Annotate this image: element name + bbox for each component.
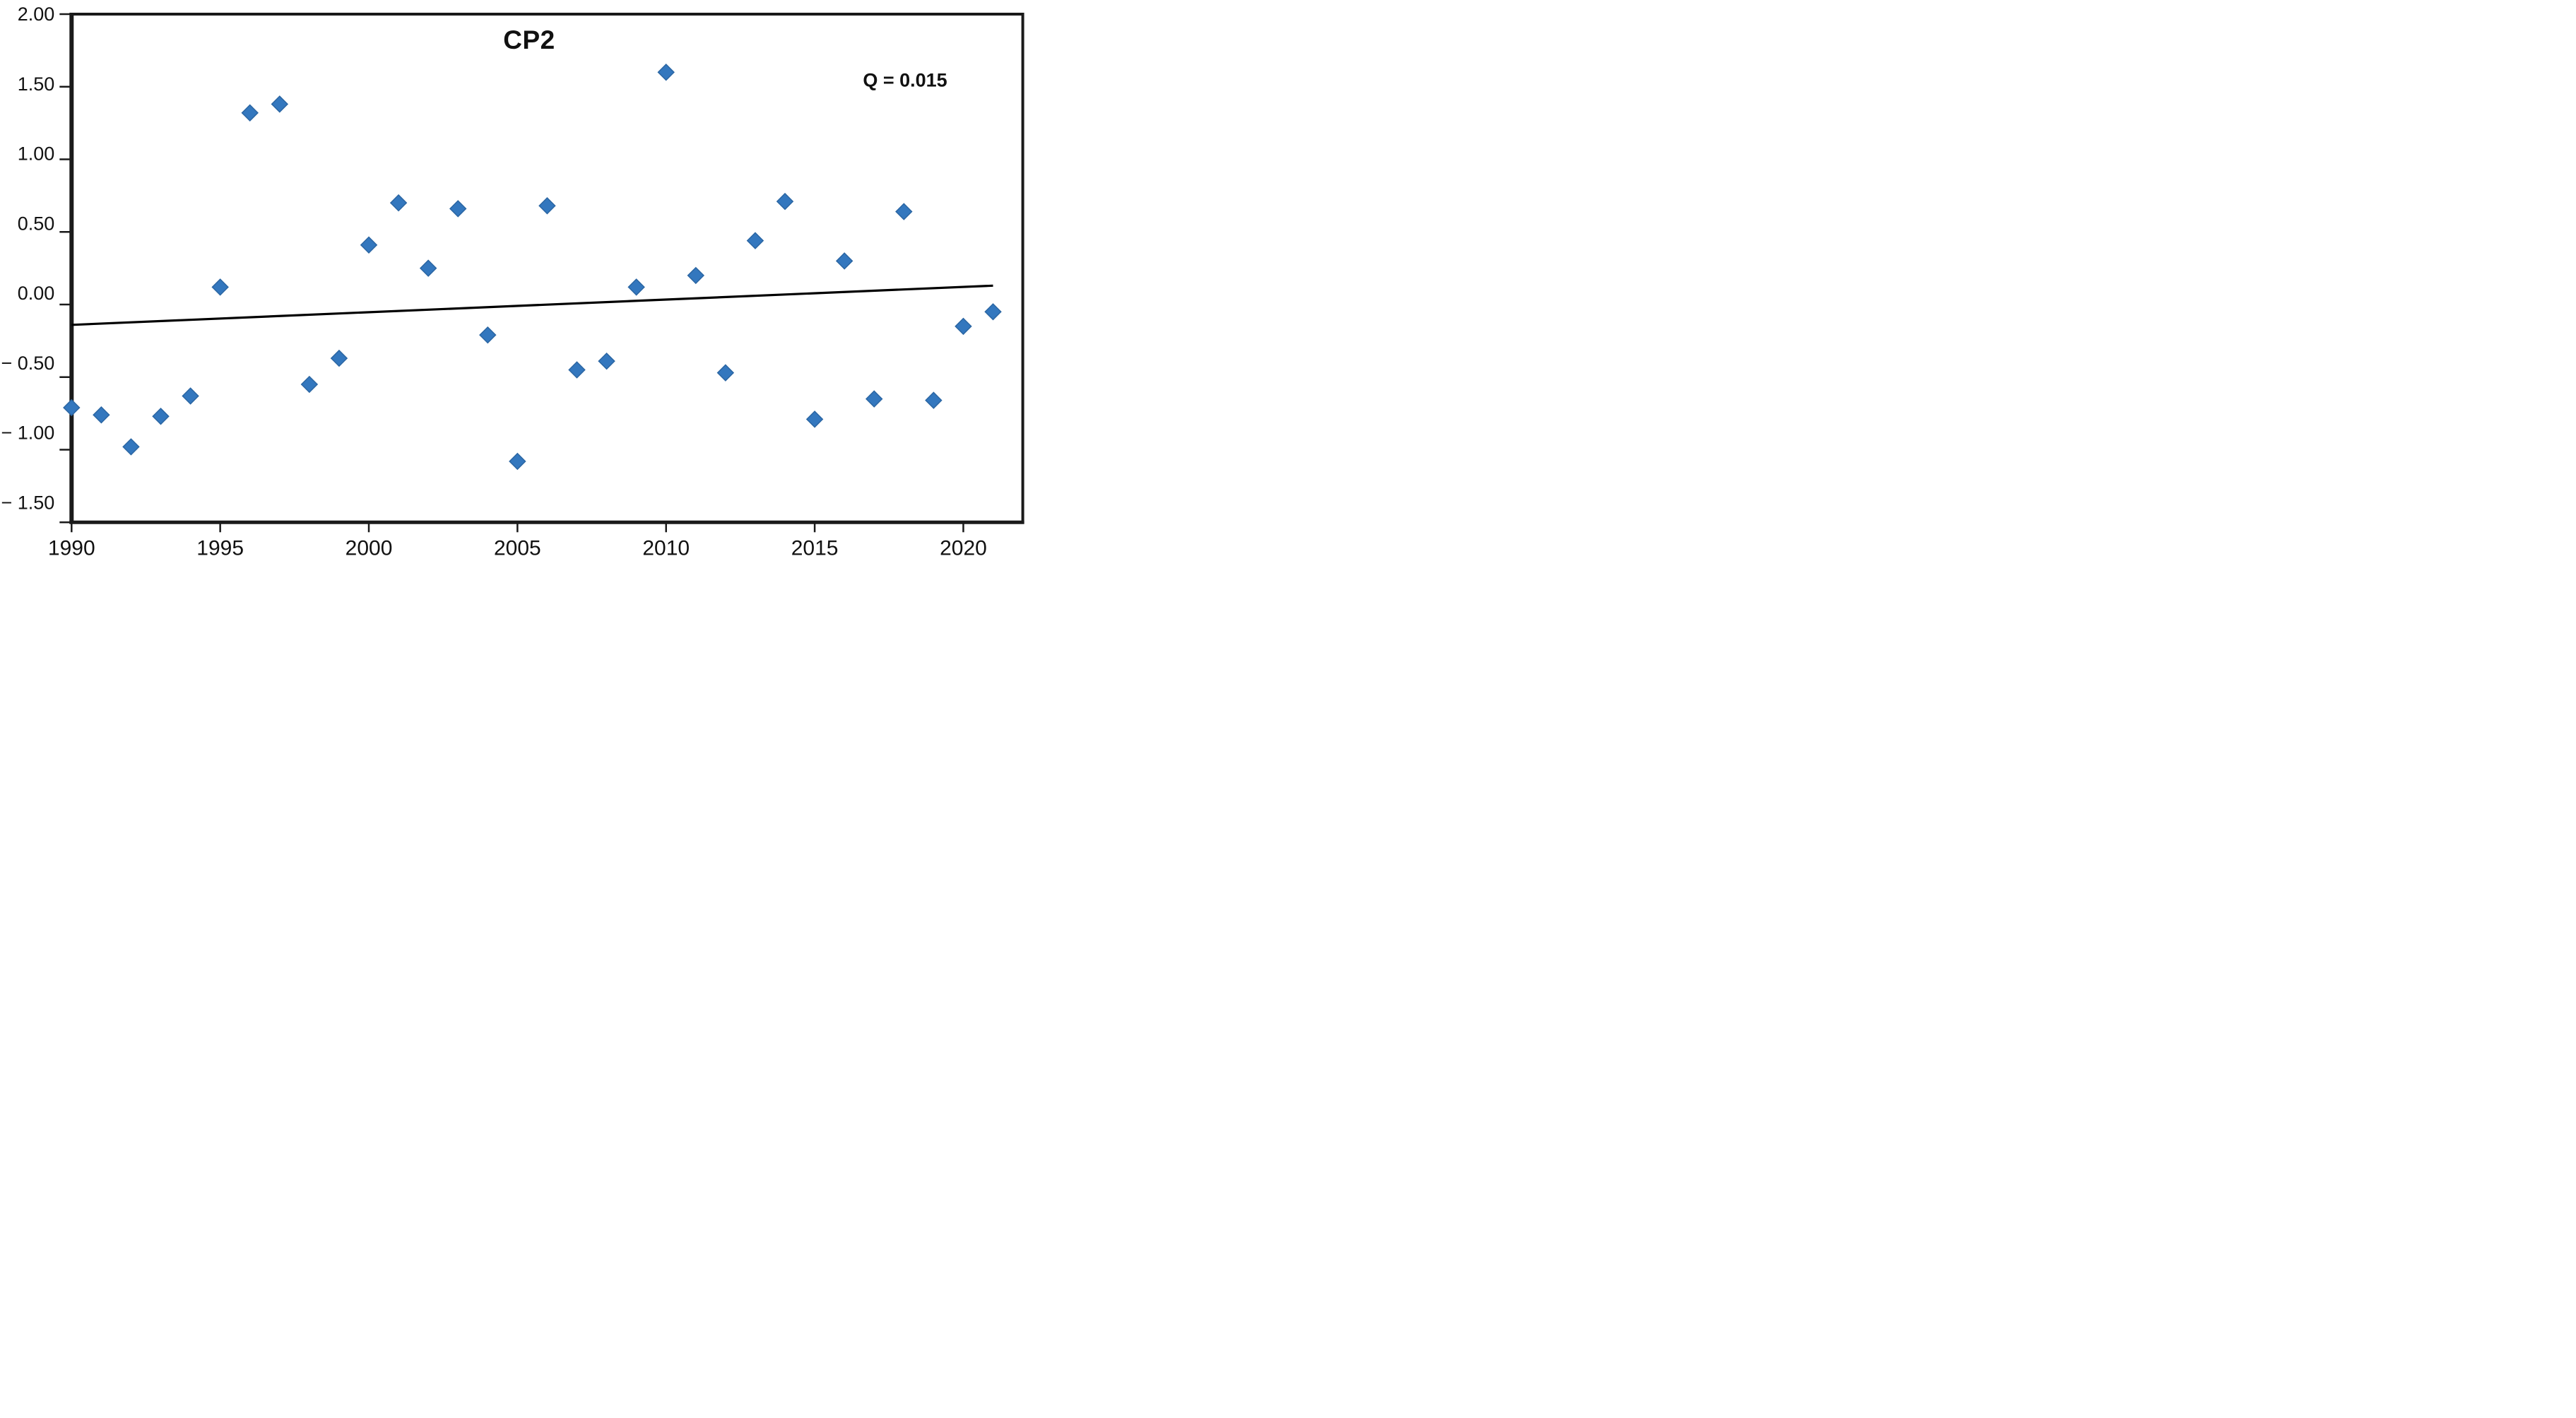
data-point-1999 (330, 349, 348, 367)
data-point-1990 (63, 398, 81, 417)
data-point-2018 (895, 203, 913, 220)
data-point-1994 (182, 387, 199, 405)
data-point-2006 (538, 197, 556, 215)
y-tick-label: 1.50 (18, 73, 55, 95)
data-point-2013 (746, 232, 764, 249)
data-point-2020 (955, 317, 972, 336)
data-point-2021 (984, 303, 1002, 321)
data-point-1996 (241, 104, 259, 122)
data-point-2000 (360, 236, 378, 254)
data-point-1991 (93, 406, 110, 424)
data-point-1993 (152, 408, 170, 425)
data-point-1995 (211, 278, 229, 296)
data-point-2004 (479, 326, 497, 344)
data-point-2012 (716, 364, 735, 382)
data-point-2016 (835, 252, 853, 270)
data-point-2008 (598, 352, 615, 370)
data-point-1992 (122, 438, 140, 456)
y-tick-label: 0.00 (18, 283, 55, 304)
x-tick-label: 1990 (48, 536, 95, 560)
data-point-1998 (300, 375, 319, 394)
y-tick-label: 1.00 (18, 143, 55, 165)
trend-line (71, 284, 993, 326)
y-tick-label: 0.50 (18, 213, 55, 234)
data-point-2002 (419, 259, 437, 277)
data-point-2005 (509, 452, 526, 471)
x-tick-label: 2010 (642, 536, 690, 560)
data-point-2015 (805, 410, 824, 428)
x-tick-label: 1995 (196, 536, 244, 560)
x-tick-label: 2000 (345, 536, 393, 560)
x-tick-label: 2005 (494, 536, 541, 560)
y-tick-label: 2.00 (18, 4, 55, 25)
data-point-2007 (568, 361, 586, 379)
data-point-2001 (389, 194, 408, 212)
data-point-2019 (925, 391, 943, 409)
y-tick-label: − 0.50 (1, 353, 54, 374)
plot-canvas: 2.00 1.50 1.00 0.50 0.00 − 0.50 − 1.00 − 1.50 19… (1, 4, 1024, 560)
data-point-2011 (687, 266, 705, 285)
chart-title: CP2 (503, 25, 555, 54)
data-point-2010 (657, 63, 675, 81)
data-point-2009 (627, 278, 645, 296)
data-point-2003 (449, 200, 467, 218)
scatter-chart-figure: 2.00 1.50 1.00 0.50 0.00 − 0.50 − 1.00 − 1.50 19… (0, 0, 1032, 568)
x-tick-label: 2020 (940, 536, 987, 560)
q-statistic-annotation: Q = 0.015 (863, 69, 947, 91)
data-point-2014 (776, 192, 794, 211)
y-tick-label: − 1.00 (1, 423, 54, 444)
y-tick-label: − 1.50 (1, 492, 54, 513)
data-point-2017 (865, 390, 883, 408)
data-point-1997 (271, 95, 289, 113)
x-tick-label: 2015 (791, 536, 839, 560)
